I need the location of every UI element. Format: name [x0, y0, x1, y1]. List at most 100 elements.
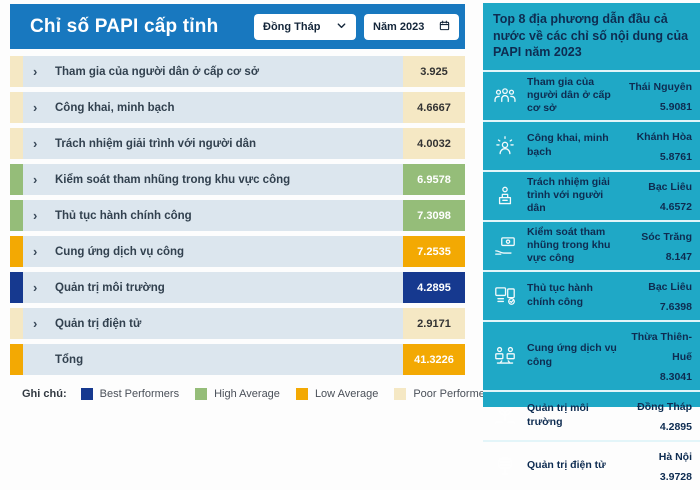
top8-item-value: 8.147 — [665, 250, 692, 263]
top8-panel-title: Top 8 địa phương dẫn đầu cả nước về các … — [483, 3, 700, 72]
top8-item[interactable]: Tham gia của người dân ở cấp cơ sở Thái … — [483, 72, 700, 122]
total-value: 41.3226 — [403, 344, 465, 375]
category-strip — [10, 272, 23, 303]
legend-title: Ghi chú: — [22, 388, 67, 400]
high-average-swatch — [195, 388, 208, 400]
indicator-rows: › Tham gia của người dân ở cấp cơ sở 3.92… — [10, 56, 465, 375]
top8-item-province: Bạc Liêu — [648, 280, 692, 293]
total-label: Tổng — [55, 353, 84, 366]
top8-item-province: Thái Nguyên — [628, 80, 692, 93]
total-row: ›Tổng 41.3226 — [10, 344, 465, 375]
top8-item-province: Thừa Thiên-Huế — [631, 330, 692, 363]
province-select-value: Đồng Tháp — [263, 20, 321, 33]
expand-chevron-icon[interactable]: › — [33, 64, 38, 79]
year-select[interactable]: Năm 2023 — [364, 13, 459, 40]
expand-chevron-icon[interactable]: › — [33, 172, 38, 187]
admin-procedures-icon — [489, 283, 521, 309]
papi-province-card: Chỉ số PAPI cấp tỉnh Đồng Tháp Năm 2023 … — [10, 4, 465, 380]
page-title: Chỉ số PAPI cấp tỉnh — [30, 15, 219, 37]
category-strip — [10, 128, 23, 159]
indicator-value: 4.6667 — [403, 92, 465, 123]
top8-item[interactable]: Công khai, minh bạch Khánh Hòa 5.8761 — [483, 122, 700, 172]
e-governance-icon — [489, 453, 521, 479]
indicator-label: Tham gia của người dân ở cấp cơ sở — [55, 65, 259, 78]
legend-label: Best Performers — [99, 388, 180, 400]
indicator-value: 3.925 — [403, 56, 465, 87]
category-strip — [10, 308, 23, 339]
top8-item[interactable]: Quản trị điện tử Hà Nội 3.9728 — [483, 442, 700, 490]
indicator-label: Quản trị điện tử — [55, 317, 142, 330]
expand-chevron-icon[interactable]: › — [33, 100, 38, 115]
top8-item[interactable]: Trách nhiệm giải trình với người dân Bạc… — [483, 172, 700, 222]
category-strip — [10, 236, 23, 267]
top8-item-value: 4.6572 — [659, 200, 692, 213]
legend-label: Low Average — [314, 388, 379, 400]
expand-chevron-icon[interactable]: › — [33, 208, 38, 223]
legend-item-high: High Average — [195, 388, 280, 400]
top8-item-label: Tham gia của người dân ở cấp cơ sở — [527, 75, 611, 115]
legend-item-poor: Poor Performers — [394, 388, 494, 400]
transparency-icon — [489, 133, 521, 159]
legend-label: Poor Performers — [413, 388, 495, 400]
top8-item-value: 8.3041 — [659, 370, 692, 383]
expand-chevron-icon[interactable]: › — [33, 316, 38, 331]
legend: Ghi chú: Best Performers High Average Lo… — [22, 388, 510, 400]
indicator-value: 4.2895 — [403, 272, 465, 303]
top8-item-label: Công khai, minh bạch — [527, 132, 609, 158]
year-select-value: Năm 2023 — [373, 20, 425, 33]
environment-icon — [489, 403, 521, 429]
indicator-value: 4.0032 — [403, 128, 465, 159]
top8-item-value: 4.2895 — [659, 420, 692, 433]
indicator-label: Công khai, minh bạch — [55, 101, 175, 114]
indicator-label: Quản trị môi trường — [55, 281, 165, 294]
top8-panel: Top 8 địa phương dẫn đầu cả nước về các … — [483, 3, 700, 483]
indicator-row[interactable]: › Quản trị điện tử 2.9171 — [10, 308, 465, 339]
indicator-row[interactable]: › Cung ứng dịch vụ công 7.2535 — [10, 236, 465, 267]
top8-item[interactable]: Quản trị môi trường Đồng Tháp 4.2895 — [483, 392, 700, 442]
calendar-icon — [439, 20, 450, 34]
expand-chevron-icon[interactable]: › — [33, 136, 38, 151]
indicator-row[interactable]: › Quản trị môi trường 4.2895 — [10, 272, 465, 303]
indicator-value: 7.3098 — [403, 200, 465, 231]
legend-item-best: Best Performers — [80, 388, 180, 400]
category-strip — [10, 92, 23, 123]
indicator-label: Kiểm soát tham nhũng trong khu vực công — [55, 173, 291, 186]
expand-chevron-icon[interactable]: › — [33, 280, 38, 295]
top8-item-label: Quản trị điện tử — [527, 458, 606, 471]
top8-item-province: Khánh Hòa — [636, 130, 692, 143]
top8-item-label: Kiểm soát tham nhũng trong khu vực công — [527, 225, 611, 265]
corruption-control-icon — [489, 233, 521, 259]
legend-label: High Average — [214, 388, 280, 400]
poor-performers-swatch — [394, 388, 407, 400]
top8-item-label: Trách nhiệm giải trình với người dân — [527, 175, 610, 215]
top8-item[interactable]: Thủ tục hành chính công Bạc Liêu 7.6398 — [483, 272, 700, 322]
expand-chevron-icon[interactable]: › — [33, 244, 38, 259]
top8-items: Tham gia của người dân ở cấp cơ sở Thái … — [483, 72, 700, 490]
province-select[interactable]: Đồng Tháp — [254, 13, 356, 40]
accountability-icon — [489, 183, 521, 209]
indicator-row[interactable]: › Công khai, minh bạch 4.6667 — [10, 92, 465, 123]
top8-item-province: Sóc Trăng — [641, 230, 692, 243]
indicator-row[interactable]: › Trách nhiệm giải trình với người dân 4.… — [10, 128, 465, 159]
indicator-row[interactable]: › Tham gia của người dân ở cấp cơ sở 3.92… — [10, 56, 465, 87]
indicator-label: Thủ tục hành chính công — [55, 209, 192, 222]
people-group-icon — [489, 83, 521, 109]
card-header: Chỉ số PAPI cấp tỉnh Đồng Tháp Năm 2023 — [10, 4, 465, 49]
indicator-label: Cung ứng dịch vụ công — [55, 245, 185, 258]
best-performers-swatch — [80, 388, 93, 400]
top8-item-value: 3.9728 — [659, 470, 692, 483]
top8-item-value: 5.8761 — [659, 150, 692, 163]
category-strip — [10, 200, 23, 231]
indicator-row[interactable]: › Kiểm soát tham nhũng trong khu vực công… — [10, 164, 465, 195]
top8-item[interactable]: Cung ứng dịch vụ công Thừa Thiên-Huế 8.3… — [483, 322, 700, 392]
top8-item-label: Thủ tục hành chính công — [527, 282, 593, 308]
category-strip — [10, 56, 23, 87]
top8-item-province: Hà Nội — [658, 450, 692, 463]
indicator-value: 6.9578 — [403, 164, 465, 195]
indicator-value: 2.9171 — [403, 308, 465, 339]
top8-item[interactable]: Kiểm soát tham nhũng trong khu vực công … — [483, 222, 700, 272]
indicator-value: 7.2535 — [403, 236, 465, 267]
indicator-label: Trách nhiệm giải trình với người dân — [55, 137, 257, 150]
indicator-row[interactable]: › Thủ tục hành chính công 7.3098 — [10, 200, 465, 231]
public-services-icon — [489, 343, 521, 369]
